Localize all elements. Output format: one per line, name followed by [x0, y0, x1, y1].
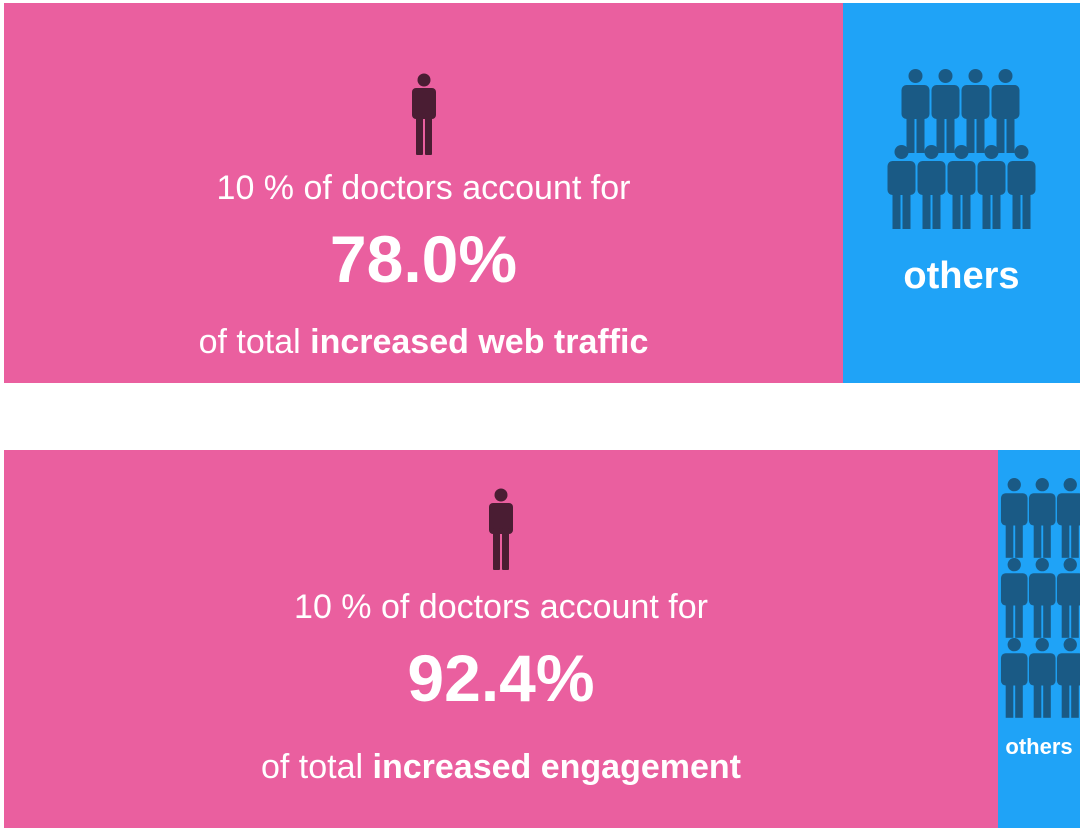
- others-segment: others: [998, 450, 1080, 828]
- crowd-person-icon: [977, 145, 1006, 229]
- crowd-person-icon: [1000, 638, 1028, 718]
- top-share-content: 10 % of doctors account for 78.0% of tot…: [4, 3, 843, 383]
- percentage-value: 92.4%: [407, 641, 595, 715]
- crowd-person-icon: [1000, 558, 1028, 638]
- top-share-segment: 10 % of doctors account for 92.4% of tot…: [4, 450, 998, 828]
- crowd-person-icon: [1028, 638, 1056, 718]
- crowd-person-icon: [991, 69, 1020, 153]
- metric-text: of total increased engagement: [4, 748, 998, 787]
- intro-text: 10 % of doctors account for: [216, 169, 631, 207]
- crowd-person-icon: [931, 69, 960, 153]
- crowd-person-icon: [1056, 638, 1080, 718]
- chart-panel-web-traffic: 10 % of doctors account for 78.0% of tot…: [4, 3, 1080, 383]
- crowd-person-icon: [887, 145, 916, 229]
- crowd-person-icon: [961, 69, 990, 153]
- top-share-segment: 10 % of doctors account for 78.0% of tot…: [4, 3, 843, 383]
- metric-prefix: of total: [198, 323, 311, 361]
- others-label: others: [1005, 734, 1073, 759]
- crowd-person-icon: [947, 145, 976, 229]
- crowd-person-icon: [1000, 478, 1028, 558]
- person-icon: [411, 73, 436, 155]
- crowd-person-icon: [1056, 558, 1080, 638]
- intro-text: 10 % of doctors account for: [294, 588, 708, 626]
- crowd-icon: [1000, 478, 1080, 718]
- crowd-person-icon: [1028, 478, 1056, 558]
- metric-text: of total increased web traffic: [4, 323, 843, 362]
- others-label: others: [903, 255, 1020, 297]
- others-segment: others: [843, 3, 1080, 383]
- crowd-person-icon: [1028, 558, 1056, 638]
- metric-prefix: of total: [261, 748, 373, 786]
- percentage-value: 78.0%: [329, 222, 518, 296]
- metric-name: increased engagement: [372, 748, 741, 786]
- crowd-person-icon: [917, 145, 946, 229]
- crowd-icon: [887, 69, 1036, 229]
- chart-panel-engagement: 10 % of doctors account for 92.4% of tot…: [4, 450, 1080, 828]
- crowd-person-icon: [1007, 145, 1036, 229]
- crowd-person-icon: [1056, 478, 1080, 558]
- person-icon: [489, 488, 513, 570]
- crowd-person-icon: [901, 69, 930, 153]
- metric-name: increased web traffic: [310, 323, 649, 361]
- top-share-content: 10 % of doctors account for 92.4% of tot…: [4, 450, 998, 828]
